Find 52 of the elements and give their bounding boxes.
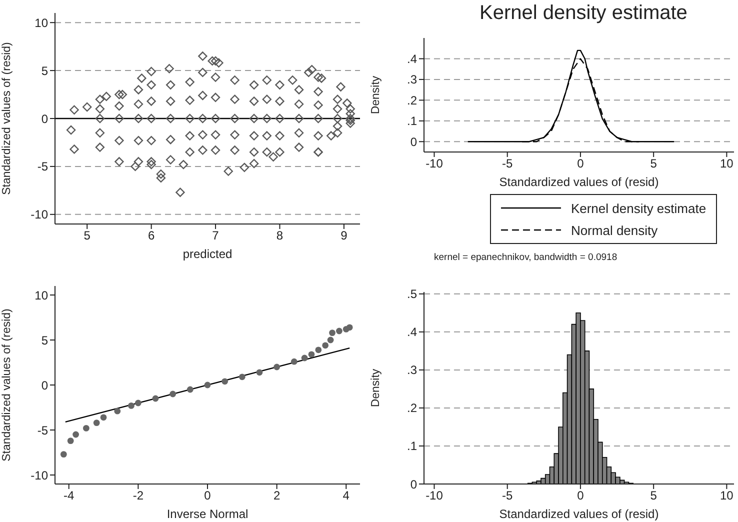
x-axis-title: Inverse Normal: [166, 507, 248, 521]
x-tick-label: -10: [426, 156, 444, 171]
y-tick-label: .2: [406, 401, 418, 416]
x-axis-title: Standardized values of (resid): [499, 507, 659, 521]
x-tick-label: 10: [720, 488, 734, 503]
x-tick-label: -4: [64, 488, 75, 503]
y-tick-label: -10: [30, 468, 48, 482]
y-tick-label: 5: [41, 333, 48, 348]
x-tick-label: 8: [276, 228, 284, 243]
x-tick-label: 10: [720, 156, 734, 171]
y-tick-label: .5: [406, 287, 418, 302]
x-tick-label: 0: [577, 488, 584, 503]
y-tick-label: -5: [37, 423, 48, 438]
y-tick-label: .1: [406, 439, 418, 454]
x-tick-label: 0: [577, 156, 584, 171]
x-tick-label: 2: [273, 488, 280, 503]
x-tick-label: -5: [502, 488, 514, 503]
x-tick-label: 0: [204, 488, 212, 503]
y-tick-label: 0: [41, 378, 48, 392]
y-tick-label: .3: [406, 363, 418, 378]
y-tick-label: -10: [30, 208, 48, 222]
y-tick-label: 10: [34, 288, 48, 302]
x-axis-title: predicted: [182, 247, 232, 261]
y-tick-label: .4: [406, 52, 418, 66]
y-axis-title: Density: [370, 76, 382, 114]
x-tick-label: -2: [132, 488, 144, 503]
x-tick-label: 6: [148, 228, 155, 243]
text: kernel = epanechnikov, bandwidth = 0.0918: [434, 252, 618, 263]
x-tick-label: -5: [502, 156, 514, 171]
y-tick-label: 5: [41, 64, 48, 78]
x-tick-label: 5: [650, 156, 658, 171]
x-axis-title: Standardized values of (resid): [499, 175, 659, 189]
y-tick-label: .2: [406, 93, 418, 108]
x-tick-label: 7: [212, 228, 220, 243]
y-axis-title: Standardized values of (resid): [1, 308, 14, 462]
chart-title: Kernel density estimate: [478, 2, 688, 25]
y-tick-label: .1: [406, 114, 418, 128]
x-tick-label: -10: [426, 488, 444, 503]
y-axis-title: Density: [370, 368, 382, 408]
y-axis-title: Standardized values of (resid): [1, 42, 14, 195]
x-tick-label: 5: [650, 488, 658, 503]
legend-label: Normal density: [570, 222, 658, 238]
legend-label: Kernel density estimate: [570, 200, 706, 216]
y-tick-label: 0: [410, 477, 418, 492]
x-tick-label: 5: [84, 228, 91, 243]
x-tick-label: 9: [340, 228, 348, 243]
x-tick-label: 4: [342, 488, 350, 503]
y-tick-label: 0: [410, 134, 418, 149]
y-tick-label: 0: [41, 112, 48, 126]
y-tick-label: .3: [406, 72, 418, 87]
y-tick-label: .4: [406, 325, 418, 340]
y-tick-label: 10: [34, 16, 48, 30]
